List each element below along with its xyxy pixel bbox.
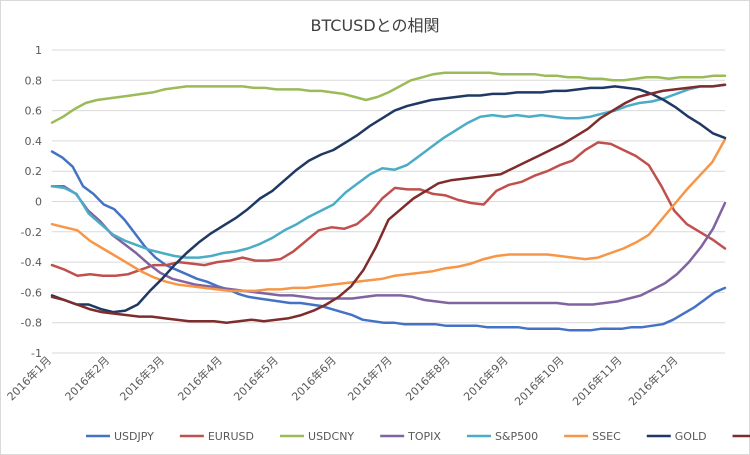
x-tick-label: 2016年12月	[625, 353, 680, 408]
gridlines	[52, 49, 725, 354]
y-tick-label: 0.6	[25, 105, 43, 118]
y-tick-label: 0.8	[25, 74, 43, 87]
x-tick-label: 2016年6月	[289, 353, 339, 403]
y-tick-label: -0.8	[21, 317, 42, 330]
y-axis: -1 -0.8 -0.6 -0.4 -0.2 0 0.2 0.4 0.6 0.8 1	[21, 44, 42, 360]
x-tick-label: 2016年5月	[231, 353, 281, 403]
x-tick-label: 2016年8月	[403, 353, 453, 403]
y-tick-label: 0	[35, 196, 42, 209]
y-tick-label: -0.6	[21, 286, 42, 299]
x-axis: 2016年1月 2016年2月 2016年3月 2016年4月 2016年5月 2016年…	[4, 353, 681, 408]
x-tick-label: 2016年2月	[62, 353, 112, 403]
x-tick-label: 2016年7月	[345, 353, 395, 403]
series-line	[50, 141, 727, 277]
x-tick-label: 2016年4月	[175, 353, 225, 403]
legend-label: S&P500	[495, 430, 538, 443]
chart-title: BTCUSDとの相関	[310, 16, 440, 35]
legend-label: TOPIX	[407, 430, 441, 443]
legend-label: GOLD	[675, 430, 707, 443]
legend-label: USDJPY	[114, 430, 154, 443]
series-line	[50, 85, 727, 314]
y-tick-label: 0.4	[25, 135, 43, 148]
x-tick-label: 2016年10月	[511, 353, 566, 408]
x-tick-label: 2016年9月	[461, 353, 511, 403]
series-line	[50, 71, 727, 124]
legend-label: EURUSD	[208, 430, 254, 443]
series-line	[50, 138, 727, 293]
x-tick-label: 2016年3月	[117, 353, 167, 403]
legend-label: USDCNY	[308, 430, 354, 443]
y-tick-label: -0.2	[21, 226, 42, 239]
y-tick-label: 0.2	[25, 165, 43, 178]
series-line	[50, 150, 727, 332]
series-line	[50, 83, 727, 324]
y-tick-label: -1	[31, 347, 42, 360]
series-lines	[50, 71, 727, 332]
y-tick-label: -0.4	[21, 256, 42, 269]
x-tick-label: 2016年1月	[4, 353, 54, 403]
legend-label: SSEC	[592, 430, 621, 443]
y-tick-label: 1	[35, 44, 42, 57]
x-tick-label: 2016年11月	[569, 353, 624, 408]
